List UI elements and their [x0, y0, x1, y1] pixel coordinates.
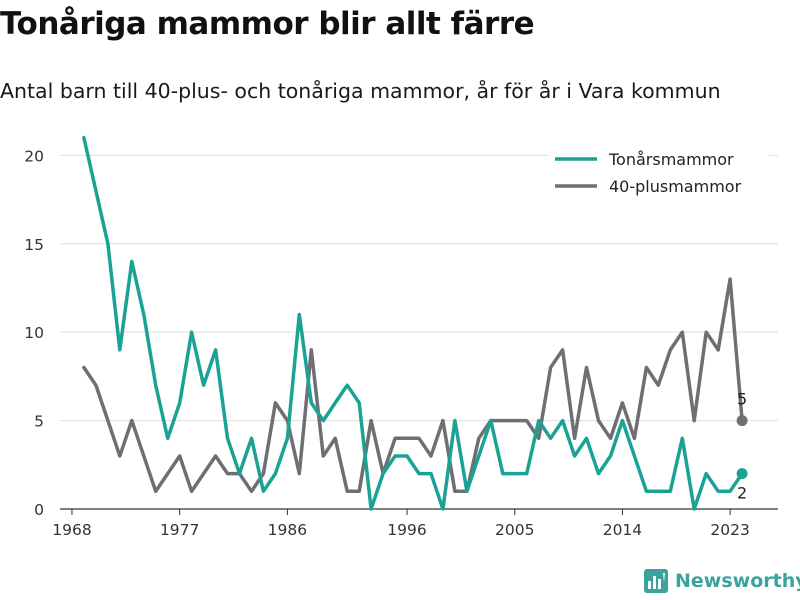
chart-title: Tonåriga mammor blir allt färre [0, 6, 535, 42]
series-line [82, 277, 744, 494]
x-tick-label: 2005 [495, 521, 534, 539]
x-tick-label: 1968 [52, 521, 91, 539]
x-axis: 1968 1977 1986 1996 2005 2014 2023 [52, 508, 778, 539]
x-tick-label: 1986 [268, 521, 307, 539]
series-line [82, 135, 744, 511]
y-tick-label: 0 [34, 501, 44, 519]
legend-background [549, 144, 769, 200]
x-tick-label: 2014 [603, 521, 642, 539]
end-markers: 25 [736, 390, 748, 503]
x-tick-label: 2023 [710, 521, 749, 539]
newsworthy-logo-icon [644, 569, 668, 593]
legend-label-40-plusmammor: 40-plusmammor [609, 177, 742, 196]
brand-name: Newsworthy [675, 570, 800, 592]
y-tick-label: 5 [34, 413, 44, 431]
x-tick-label: 1977 [160, 521, 199, 539]
y-axis: 0 5 10 15 20 [24, 147, 44, 519]
y-tick-label: 15 [24, 236, 44, 254]
legend-label-tonarsmammor: Tonårsmammor [608, 150, 734, 169]
x-tick-label: 1996 [387, 521, 426, 539]
end-point [736, 468, 748, 480]
newsworthy-logo: Newsworthy [644, 569, 800, 593]
end-value-label: 5 [737, 390, 747, 409]
end-point [736, 415, 748, 427]
y-tick-label: 20 [24, 147, 44, 165]
series-lines [82, 135, 744, 511]
legend: Tonårsmammor 40-plusmammor [549, 144, 769, 200]
chart-subtitle: Antal barn till 40-plus- och tonåriga ma… [0, 79, 721, 103]
end-value-label: 2 [737, 484, 747, 503]
y-tick-label: 10 [24, 324, 44, 342]
